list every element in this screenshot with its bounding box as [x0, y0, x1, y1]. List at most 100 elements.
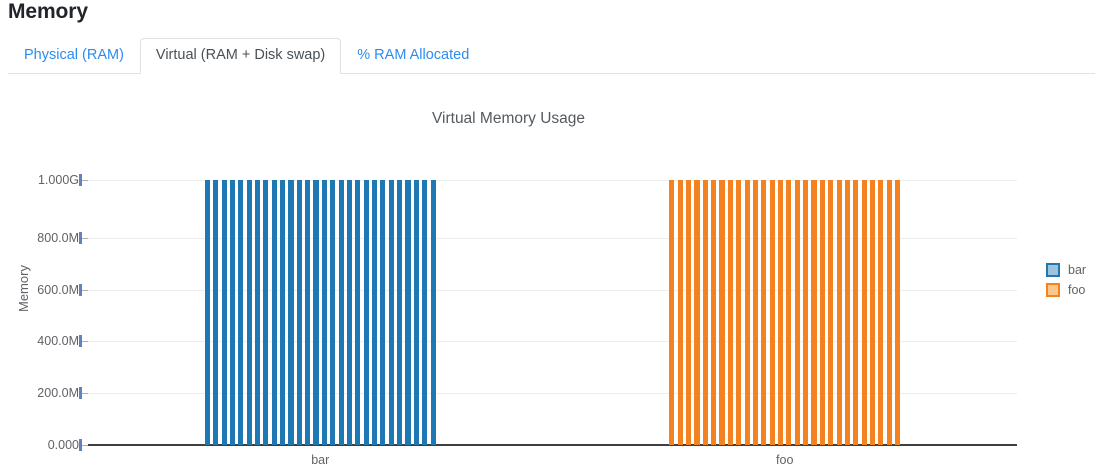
bar[interactable]	[794, 180, 800, 445]
bar[interactable]	[752, 180, 759, 445]
bar[interactable]	[786, 180, 792, 445]
y-tick-label: 800.0M	[37, 230, 79, 245]
y-tick-mark	[82, 237, 88, 239]
y-tick-label: 1.000G	[37, 173, 79, 187]
bar[interactable]	[305, 180, 311, 445]
y-tick-mark	[82, 341, 88, 343]
chart-legend: bar foo	[1046, 263, 1086, 297]
y-gridline	[88, 180, 1017, 181]
bar[interactable]	[719, 180, 725, 445]
y-tick-label: 600.0M	[37, 282, 79, 297]
bar[interactable]	[669, 180, 675, 445]
legend-label: bar	[1068, 263, 1087, 277]
y-gridline	[88, 289, 1017, 291]
bar[interactable]	[828, 180, 834, 445]
bar[interactable]	[405, 180, 411, 445]
bar[interactable]	[761, 180, 767, 445]
bar[interactable]	[694, 180, 700, 445]
bar[interactable]	[388, 180, 394, 445]
x-tick-label: bar	[311, 453, 330, 467]
y-tick-mark	[82, 289, 88, 291]
chart-container: Virtual Memory Usage Memory 1.000G 800.0M…	[0, 80, 1103, 469]
bar[interactable]	[346, 180, 353, 445]
y-tick-handle	[79, 439, 82, 451]
bar[interactable]	[263, 180, 269, 445]
bar[interactable]	[744, 180, 750, 445]
bar[interactable]	[836, 180, 842, 445]
bar[interactable]	[422, 180, 428, 445]
legend-item-bar[interactable]: bar	[1046, 263, 1086, 277]
bar[interactable]	[229, 180, 235, 445]
legend-swatch-icon	[1046, 283, 1060, 297]
y-tick-handle	[79, 174, 82, 186]
bar[interactable]	[844, 180, 850, 445]
bar[interactable]	[238, 180, 244, 445]
y-tick-mark	[82, 393, 88, 395]
bar[interactable]	[254, 180, 261, 445]
bar[interactable]	[727, 180, 733, 445]
y-tick-mark	[82, 445, 88, 446]
bar[interactable]	[777, 180, 784, 445]
bar[interactable]	[363, 180, 369, 445]
plot-area: 1.000G 800.0M 600.0M 400.0M 200.0M 0.000 bar fo…	[37, 173, 1017, 467]
bar[interactable]	[204, 180, 210, 445]
bar[interactable]	[895, 180, 901, 445]
y-gridline	[88, 393, 1017, 395]
bar[interactable]	[313, 180, 319, 445]
bar[interactable]	[869, 180, 876, 445]
bar[interactable]	[819, 180, 825, 445]
y-tick-handle	[79, 387, 82, 400]
bar[interactable]	[221, 180, 227, 445]
bar[interactable]	[878, 180, 884, 445]
tab-virtual-ram-disk-swap[interactable]: Virtual (RAM + Disk swap)	[139, 38, 342, 74]
bar[interactable]	[702, 180, 708, 445]
bar[interactable]	[288, 180, 294, 445]
bar[interactable]	[803, 180, 809, 445]
y-tick-handle	[79, 231, 82, 244]
bar[interactable]	[380, 180, 386, 445]
y-axis-title: Memory	[16, 265, 31, 312]
bar[interactable]	[853, 180, 859, 445]
bar[interactable]	[296, 180, 302, 445]
bar[interactable]	[338, 180, 344, 445]
bar[interactable]	[280, 180, 286, 445]
bar[interactable]	[430, 180, 436, 445]
bar[interactable]	[213, 180, 219, 445]
bar[interactable]	[886, 180, 892, 445]
bar-group	[669, 180, 901, 445]
bar[interactable]	[811, 180, 817, 445]
y-gridline	[88, 341, 1017, 343]
y-tick-handle	[79, 335, 82, 348]
tab-percent-ram-allocated[interactable]: % RAM Allocated	[357, 47, 470, 63]
bar[interactable]	[246, 180, 252, 445]
bar[interactable]	[677, 180, 683, 445]
y-tick-handle	[79, 283, 82, 296]
bar[interactable]	[355, 180, 361, 445]
bar[interactable]	[861, 180, 867, 445]
bar[interactable]	[686, 180, 692, 445]
tab-bar: Physical (RAM) Virtual (RAM + Disk swap)…	[8, 38, 1095, 74]
bar[interactable]	[271, 180, 277, 445]
y-gridline	[88, 237, 1017, 239]
bar[interactable]	[413, 180, 419, 445]
bar-group	[204, 180, 436, 445]
x-tick-label: foo	[776, 453, 794, 467]
bar[interactable]	[372, 180, 378, 445]
bar[interactable]	[711, 180, 717, 445]
bar[interactable]	[397, 180, 403, 445]
bar[interactable]	[736, 180, 742, 445]
y-tick-mark	[82, 180, 88, 181]
tab-physical-ram[interactable]: Physical (RAM)	[24, 47, 124, 63]
legend-label: foo	[1068, 283, 1086, 297]
y-tick-label: 200.0M	[37, 386, 79, 401]
chart-title: Virtual Memory Usage	[431, 110, 586, 127]
legend-swatch-icon	[1046, 263, 1060, 277]
page-title: Memory	[8, 0, 88, 23]
y-tick-label: 400.0M	[37, 334, 79, 349]
legend-item-foo[interactable]: foo	[1046, 283, 1086, 297]
bar[interactable]	[321, 180, 327, 445]
y-tick-label: 0.000	[47, 438, 79, 452]
bar[interactable]	[330, 180, 336, 445]
bar[interactable]	[769, 180, 775, 445]
